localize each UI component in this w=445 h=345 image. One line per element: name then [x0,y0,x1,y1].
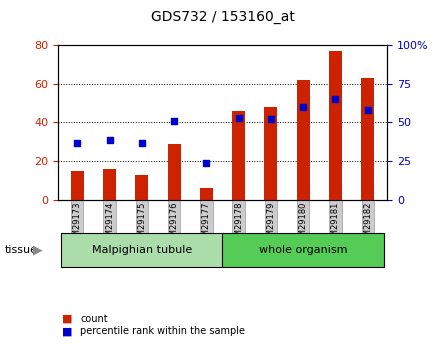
Bar [135,175,148,200]
Text: GSM29182: GSM29182 [363,201,372,247]
Text: GSM29173: GSM29173 [73,201,82,247]
Text: ▶: ▶ [33,244,43,257]
Text: GSM29175: GSM29175 [138,201,146,247]
Bar [232,111,245,200]
Bar [71,171,84,200]
Bar [103,169,116,200]
Text: Malpighian tubule: Malpighian tubule [92,245,192,255]
Point [106,137,113,142]
Point [235,115,242,121]
Bar [61,233,222,267]
Text: GSM29176: GSM29176 [170,201,178,247]
Point [364,107,371,113]
Bar [168,144,181,200]
Text: ■: ■ [62,326,73,336]
Text: GSM29177: GSM29177 [202,201,211,247]
Text: ■: ■ [62,314,73,324]
Text: GDS732 / 153160_at: GDS732 / 153160_at [150,10,295,24]
Bar [297,80,310,200]
Point [138,140,146,146]
Text: count: count [80,314,108,324]
Bar [264,107,277,200]
Bar [361,78,374,200]
Text: percentile rank within the sample: percentile rank within the sample [80,326,245,336]
Point [299,104,307,110]
Text: tissue: tissue [4,245,37,255]
Text: GSM29180: GSM29180 [299,201,307,247]
Point [74,140,81,146]
Point [332,96,339,102]
Text: GSM29181: GSM29181 [331,201,340,247]
Bar [222,233,384,267]
Text: GSM29174: GSM29174 [105,201,114,247]
Text: whole organism: whole organism [259,245,348,255]
Point [267,117,275,122]
Bar [329,51,342,200]
Point [170,118,178,124]
Text: GSM29179: GSM29179 [267,201,275,247]
Point [203,160,210,166]
Bar [200,188,213,200]
Text: GSM29178: GSM29178 [234,201,243,247]
